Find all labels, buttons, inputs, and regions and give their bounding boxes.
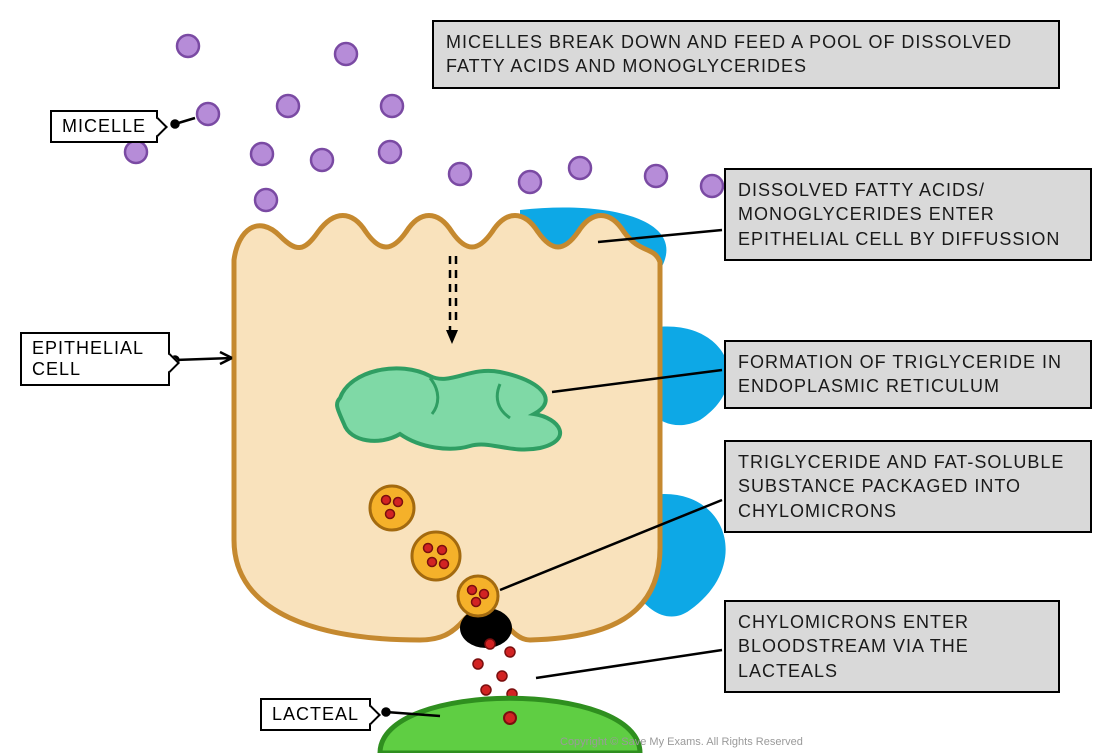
micelle-dot	[277, 95, 299, 117]
micelle-dot	[177, 35, 199, 57]
diagram-stage: MICELLES BREAK DOWN AND FEED A POOL OF D…	[0, 0, 1100, 753]
released-dots	[473, 639, 517, 699]
micelle-dot	[701, 175, 723, 197]
released-dot	[485, 639, 495, 649]
micelle-dot	[125, 141, 147, 163]
tag-text: MICELLE	[62, 116, 146, 136]
tag-text: EPITHELIAL CELL	[32, 338, 143, 379]
chylomicron	[370, 486, 414, 530]
micelle-dot	[335, 43, 357, 65]
tag-lacteal: LACTEAL	[260, 698, 371, 731]
micelle-dot	[311, 149, 333, 171]
micelle-dot	[381, 95, 403, 117]
label-er-formation: FORMATION OF TRIGLYCERIDE IN ENDOPLASMIC…	[724, 340, 1092, 409]
label-diffusion: DISSOLVED FATTY ACIDS/ MONOGLYCERIDES EN…	[724, 168, 1092, 261]
released-dot	[505, 647, 515, 657]
tag-micelle: MICELLE	[50, 110, 158, 143]
micelle-dot	[519, 171, 541, 193]
tag-epithelial-cell: EPITHELIAL CELL	[20, 332, 170, 386]
micelle-dot	[569, 157, 591, 179]
label-micelles-break-down: MICELLES BREAK DOWN AND FEED A POOL OF D…	[432, 20, 1060, 89]
label-text: CHYLOMICRONS ENTER BLOODSTREAM VIA THE L…	[738, 612, 969, 681]
chylomicron	[458, 576, 498, 616]
label-text: TRIGLYCERIDE AND FAT-SOLUBLE SUBSTANCE P…	[738, 452, 1064, 521]
label-text: FORMATION OF TRIGLYCERIDE IN ENDOPLASMIC…	[738, 352, 1062, 396]
micelle-dot	[645, 165, 667, 187]
released-dot	[481, 685, 491, 695]
endoplasmic-reticulum	[337, 368, 560, 449]
label-lacteal-entry: CHYLOMICRONS ENTER BLOODSTREAM VIA THE L…	[724, 600, 1060, 693]
chylomicron	[412, 532, 460, 580]
released-dot	[473, 659, 483, 669]
micelle-dot	[379, 141, 401, 163]
micelle-dot	[255, 189, 277, 211]
label-text: MICELLES BREAK DOWN AND FEED A POOL OF D…	[446, 32, 1012, 76]
released-dot	[497, 671, 507, 681]
label-text: DISSOLVED FATTY ACIDS/ MONOGLYCERIDES EN…	[738, 180, 1060, 249]
micelle-dot	[449, 163, 471, 185]
label-chylomicron-packaging: TRIGLYCERIDE AND FAT-SOLUBLE SUBSTANCE P…	[724, 440, 1092, 533]
micelle-dot	[251, 143, 273, 165]
micelle-dot	[197, 103, 219, 125]
copyright-text: Copyright © Save My Exams. All Rights Re…	[560, 736, 803, 748]
tag-text: LACTEAL	[272, 704, 359, 724]
